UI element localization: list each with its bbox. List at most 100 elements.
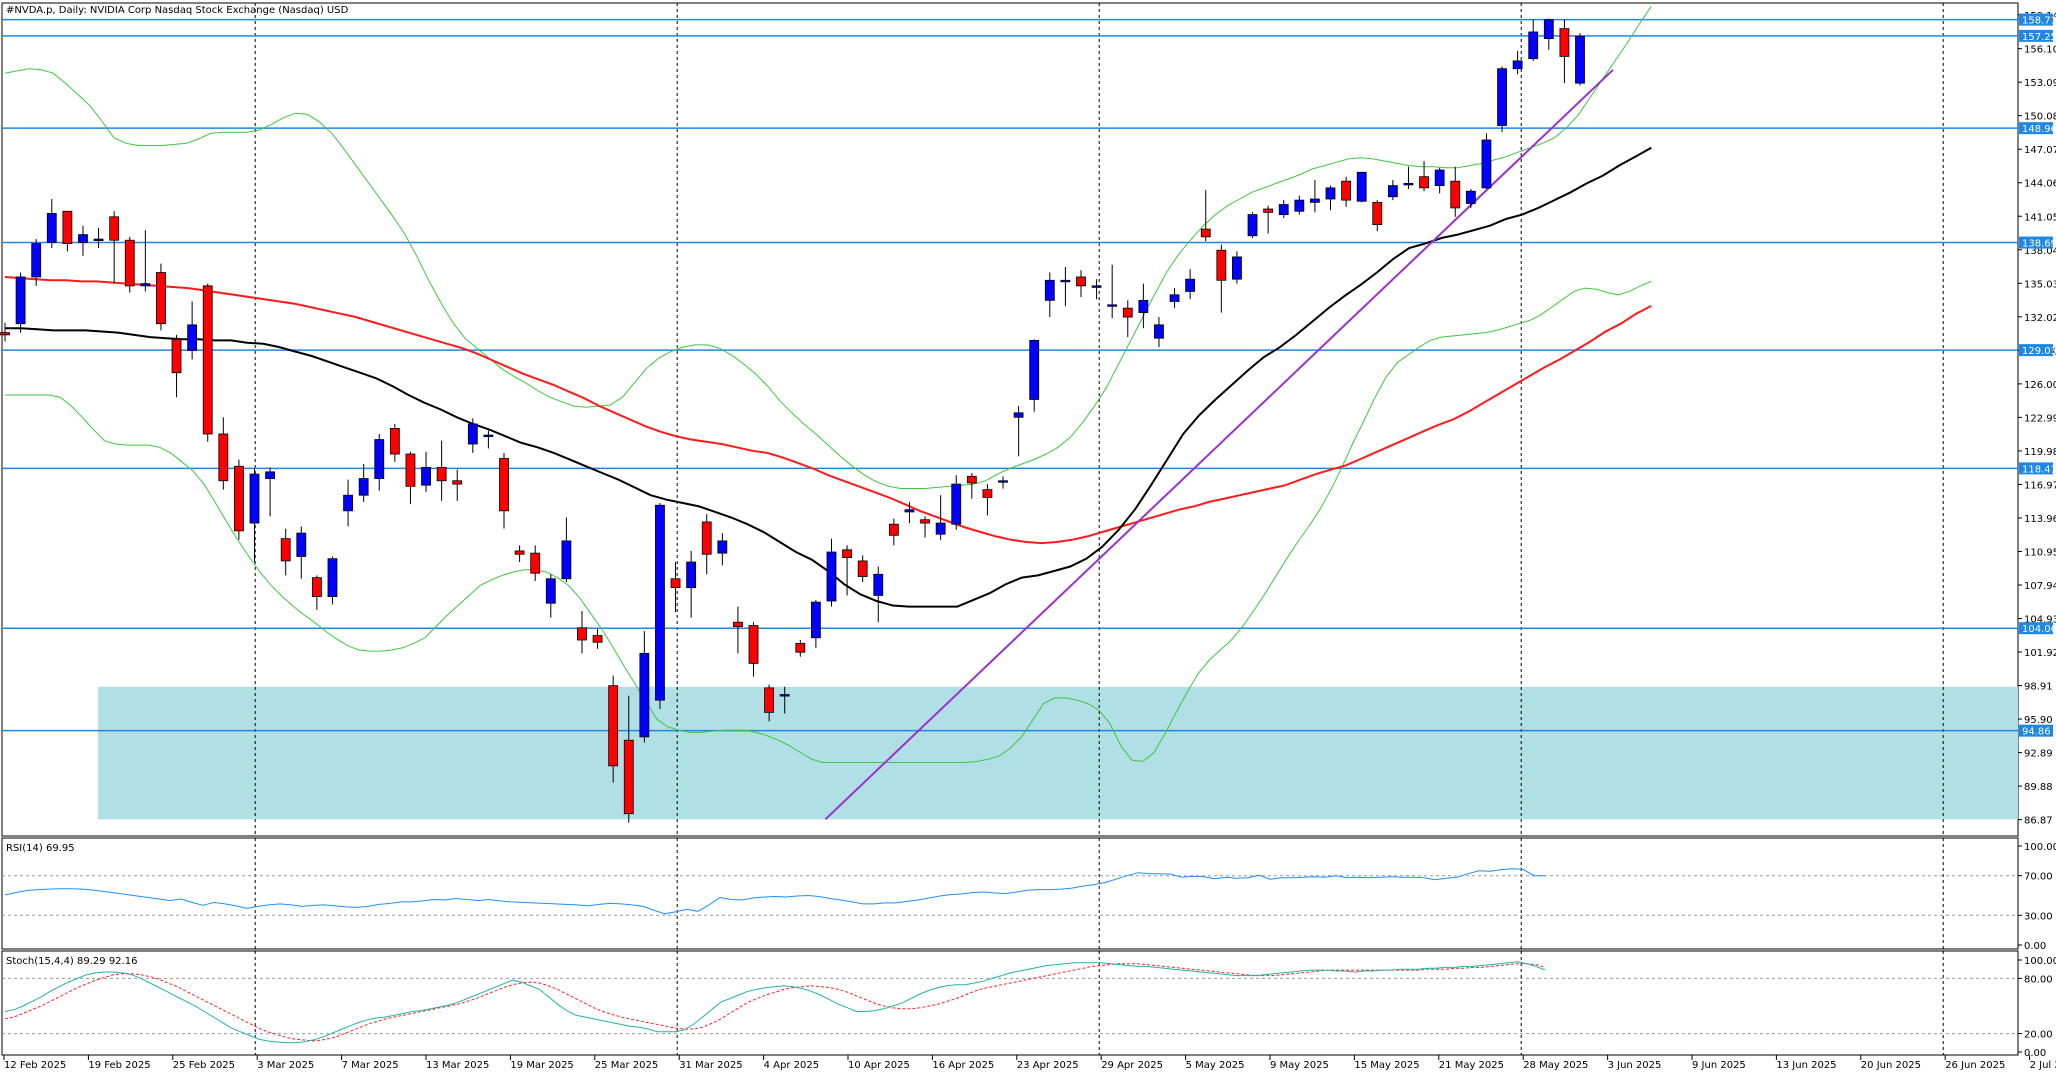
y-tick-label: 150.08 bbox=[2024, 112, 2056, 123]
price-line-tag bbox=[2019, 13, 2053, 26]
x-tick-label: 13 Mar 2025 bbox=[426, 1060, 489, 1071]
rsi-line bbox=[4, 868, 1545, 915]
candle-bearish bbox=[0, 332, 10, 336]
candle-bullish bbox=[639, 652, 650, 738]
price-line-tag bbox=[2019, 622, 2053, 635]
x-tick-label: 29 Apr 2025 bbox=[1101, 1060, 1163, 1071]
y-tick-label: 107.94 bbox=[2024, 581, 2056, 592]
rsi-plot-frame bbox=[1, 837, 2019, 950]
candle-bullish bbox=[265, 471, 275, 479]
x-tick-label: 28 May 2025 bbox=[1523, 1060, 1588, 1071]
price-line-value: 157.25 bbox=[2022, 32, 2056, 43]
candle-bearish bbox=[888, 523, 899, 536]
candle-bullish bbox=[1543, 19, 1554, 40]
demand-zone-layer bbox=[98, 686, 2018, 820]
candle-bullish bbox=[1107, 304, 1118, 307]
candle-bearish bbox=[514, 550, 525, 555]
candle-bearish bbox=[1200, 228, 1211, 238]
candle-bullish bbox=[1138, 299, 1149, 313]
y-tick-label: 92.89 bbox=[2024, 749, 2053, 760]
rsi-indicator: 100.00 70.00 30.00 0.00 bbox=[2, 842, 2056, 952]
y-tick-label: 98.91 bbox=[2024, 682, 2053, 693]
candle-bullish bbox=[1403, 183, 1414, 186]
candle-bearish bbox=[171, 338, 182, 374]
y-tick-label: 110.95 bbox=[2024, 547, 2056, 558]
candle-bullish bbox=[545, 578, 556, 604]
candle-bullish bbox=[1497, 68, 1507, 126]
candle-bearish bbox=[218, 433, 229, 482]
candle-bullish bbox=[951, 483, 962, 525]
y-tick-label: 116.97 bbox=[2024, 480, 2056, 491]
candle-bearish bbox=[280, 538, 291, 562]
stoch-plot-frame bbox=[1, 950, 2019, 1056]
candle-bearish bbox=[1419, 176, 1429, 189]
price-line-value: 129.03 bbox=[2022, 346, 2056, 357]
y-tick-label: 113.96 bbox=[2024, 514, 2056, 525]
candle-bullish bbox=[78, 234, 88, 243]
price-lines-layer bbox=[2, 18, 2018, 732]
candle-bullish bbox=[1278, 204, 1289, 215]
x-tick-label: 9 Jun 2025 bbox=[1692, 1060, 1746, 1071]
candle-bullish bbox=[779, 694, 790, 697]
candle-bearish bbox=[701, 521, 712, 555]
x-tick-label: 20 Jun 2025 bbox=[1861, 1060, 1921, 1071]
candle-bearish bbox=[234, 465, 244, 532]
candle-bullish bbox=[1044, 279, 1055, 301]
stoch-tick-label: 0.00 bbox=[2024, 1048, 2046, 1059]
candle-bullish bbox=[93, 238, 104, 241]
candle-bullish bbox=[1029, 340, 1040, 400]
candle-bearish bbox=[452, 480, 463, 485]
stoch-tick-label: 80.00 bbox=[2024, 974, 2053, 985]
moving-average-slow bbox=[4, 276, 1652, 545]
candle-bullish bbox=[1185, 278, 1196, 292]
candle-bullish bbox=[998, 480, 1008, 483]
y-tick-label: 122.99 bbox=[2024, 413, 2056, 424]
candle-bearish bbox=[670, 578, 681, 589]
price-line-tag bbox=[2019, 29, 2053, 42]
support-trendline[interactable] bbox=[824, 69, 1614, 821]
candle-bearish bbox=[1216, 249, 1227, 281]
candle-bullish bbox=[1325, 187, 1336, 200]
candle-bullish bbox=[1091, 285, 1102, 288]
candle-bullish bbox=[1294, 199, 1305, 212]
rsi-title: RSI(14) 69.95 bbox=[6, 843, 75, 854]
rsi-tick-label: 100.00 bbox=[2024, 842, 2056, 853]
candle-bullish bbox=[1356, 171, 1367, 202]
candle-bearish bbox=[577, 627, 587, 641]
x-tick-label: 7 Mar 2025 bbox=[342, 1060, 399, 1071]
candle-bullish bbox=[1013, 412, 1024, 418]
candle-bullish bbox=[187, 324, 198, 351]
candle-bearish bbox=[733, 621, 743, 628]
candle-bearish bbox=[202, 285, 213, 435]
price-line-value: 118.41 bbox=[2022, 464, 2056, 475]
candle-bullish bbox=[1232, 256, 1242, 280]
time-axis: 12 Feb 2025 19 Feb 2025 25 Feb 2025 3 Mar 2… bbox=[3, 1055, 2056, 1071]
x-tick-label: 4 Apr 2025 bbox=[764, 1060, 819, 1071]
candle-bearish bbox=[982, 489, 993, 498]
candle-bearish bbox=[62, 210, 73, 244]
x-tick-label: 2 Jul 2025 bbox=[2030, 1060, 2056, 1071]
candle-bullish bbox=[1169, 294, 1180, 302]
rsi-tick-label: 0.00 bbox=[2024, 941, 2046, 952]
candle-bearish bbox=[748, 625, 759, 664]
candle-bearish bbox=[1372, 201, 1383, 226]
candle-bullish bbox=[1247, 214, 1258, 237]
candle-bullish bbox=[935, 522, 946, 535]
bollinger-lower-band bbox=[5, 280, 1652, 763]
y-tick-label: 147.07 bbox=[2024, 145, 2056, 156]
stoch-tick-label: 100.00 bbox=[2024, 956, 2056, 967]
candle-bearish bbox=[109, 216, 120, 241]
x-tick-label: 15 May 2025 bbox=[1354, 1060, 1419, 1071]
candle-bearish bbox=[857, 560, 868, 577]
y-tick-label: 95.90 bbox=[2024, 715, 2053, 726]
x-tick-label: 25 Feb 2025 bbox=[173, 1060, 235, 1071]
candle-bullish bbox=[1481, 139, 1492, 189]
candle-bullish bbox=[1575, 36, 1585, 84]
candle-bearish bbox=[156, 272, 166, 325]
x-tick-label: 26 Jun 2025 bbox=[1945, 1060, 2005, 1071]
candle-bullish bbox=[1465, 190, 1476, 204]
y-tick-label: 135.03 bbox=[2024, 279, 2056, 290]
candle-bullish bbox=[1060, 279, 1071, 283]
